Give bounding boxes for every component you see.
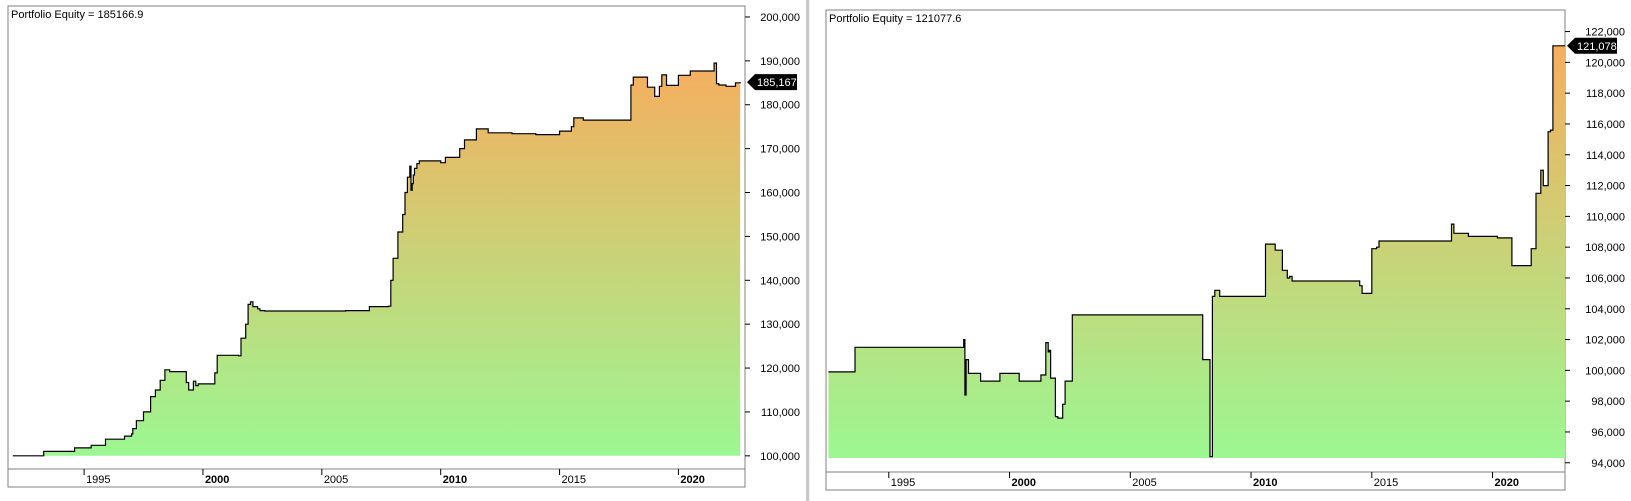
equity-line [12, 62, 741, 457]
x-axis-band [7, 468, 746, 488]
x-tick-label: 2010 [443, 474, 467, 486]
pane-splitter-highlight [809, 0, 810, 501]
y-tick-label: 94,000 [1591, 458, 1625, 470]
y-tick-label: 122,000 [1585, 27, 1625, 39]
y-tick-label: 98,000 [1591, 396, 1625, 408]
x-tick-label: 2000 [1012, 477, 1036, 489]
last-value-label: 185,167 [757, 77, 797, 89]
y-tick-label: 120,000 [1585, 57, 1625, 69]
y-tick-label: 120,000 [760, 363, 800, 375]
y-tick-label: 118,000 [1586, 88, 1625, 100]
y-tick-label: 96,000 [1591, 427, 1625, 439]
left-equity-chart: Portfolio Equity = 185166.9 100,000 110,00… [0, 0, 806, 501]
x-tick-label: 2000 [205, 474, 229, 486]
pane-splitter[interactable] [806, 0, 809, 501]
right-equity-svg: Portfolio Equity = 121077.6 94,000 96,000 9… [825, 9, 1625, 491]
x-tick-label: 2015 [562, 474, 586, 486]
y-tick-label: 110,000 [1586, 211, 1625, 223]
y-tick-label: 160,000 [760, 188, 800, 200]
y-tick-label: 140,000 [760, 275, 800, 287]
y-tick-label: 190,000 [760, 56, 800, 68]
left-equity-svg: Portfolio Equity = 185166.9 100,000 110,00… [7, 5, 800, 488]
x-tick-label: 1995 [891, 477, 915, 489]
x-tick-label: 2020 [1495, 477, 1519, 489]
equity-line [828, 45, 1565, 458]
chart-title: Portfolio Equity = 185166.9 [11, 9, 143, 21]
x-tick-label: 2020 [680, 474, 704, 486]
y-tick-label: 106,000 [1585, 273, 1625, 285]
equity-area-fill [828, 45, 1565, 459]
x-tick-label: 2015 [1374, 477, 1398, 489]
y-tick-label: 108,000 [1585, 242, 1625, 254]
x-tick-label: 1995 [86, 474, 110, 486]
last-value-flag [1567, 37, 1617, 54]
y-tick-label: 110,000 [761, 407, 800, 419]
equity-area-fill [12, 63, 741, 456]
y-tick-label: 112,000 [1586, 181, 1625, 193]
x-tick-label: 2005 [1132, 477, 1156, 489]
chart-title: Portfolio Equity = 121077.6 [829, 13, 961, 25]
y-tick-label: 130,000 [760, 319, 800, 331]
y-tick-label: 104,000 [1585, 304, 1625, 316]
y-tick-label: 116,000 [1586, 119, 1625, 131]
x-tick-label: 2010 [1253, 477, 1277, 489]
y-tick-label: 100,000 [760, 451, 800, 463]
right-equity-chart: Portfolio Equity = 121077.6 94,000 96,000 9… [818, 0, 1631, 501]
last-value-label: 121,078 [1577, 41, 1617, 53]
y-tick-label: 170,000 [760, 144, 800, 156]
y-tick-label: 100,000 [1585, 365, 1625, 377]
x-tick-label: 2005 [324, 474, 348, 486]
y-tick-label: 114,000 [1586, 150, 1625, 162]
x-axis-band [825, 471, 1566, 491]
last-value-flag [747, 74, 797, 91]
y-tick-label: 102,000 [1585, 335, 1625, 347]
y-tick-label: 200,000 [760, 12, 800, 24]
y-tick-label: 180,000 [760, 100, 800, 112]
y-tick-label: 150,000 [760, 231, 800, 243]
